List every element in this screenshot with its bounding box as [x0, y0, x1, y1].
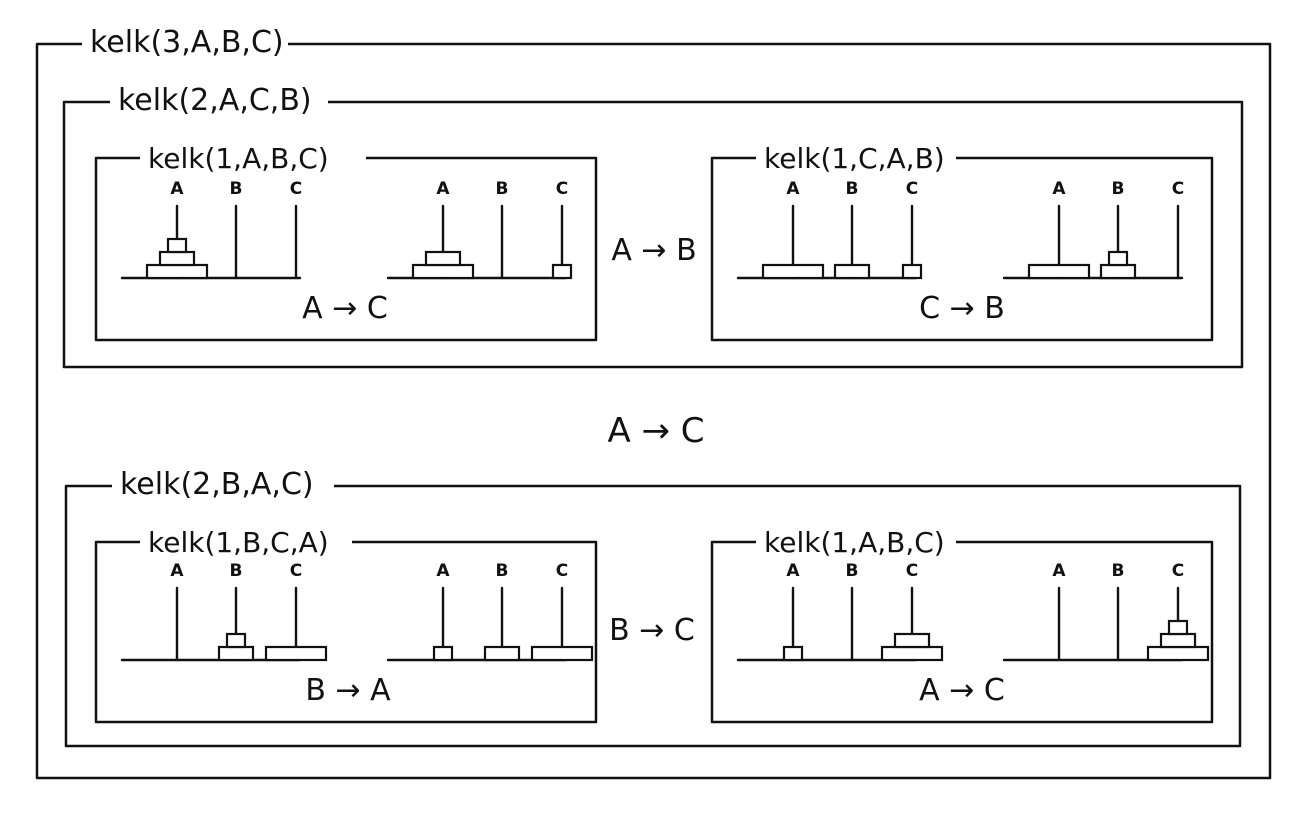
section-frame-top [62, 100, 1244, 369]
middle-move: A → C [607, 411, 704, 451]
disk-size-3 [530, 645, 594, 662]
disk-size-2 [483, 645, 521, 662]
peg-label-b: B [496, 561, 509, 581]
move-label-bottom-left: B → A [305, 673, 391, 708]
disk-size-3 [880, 645, 944, 662]
section-frame-bottom [64, 484, 1242, 748]
peg-label-a: A [170, 561, 184, 581]
disk-size-3 [411, 263, 475, 280]
title-bg-section-bottom [112, 466, 334, 504]
outer-title: kelk(3,A,B,C) [90, 25, 284, 60]
disk-size-2 [1099, 263, 1137, 280]
peg-label-b: B [230, 561, 243, 581]
move-label-top-right: C → B [919, 291, 1005, 326]
move-label-bottom-right: A → C [919, 673, 1005, 708]
title-bg-box-top-left [140, 140, 366, 176]
peg-label-c: C [1172, 179, 1184, 199]
box-frame-top-right [710, 156, 1214, 342]
peg-label-a: A [1052, 561, 1066, 581]
peg-label-c: C [906, 561, 918, 581]
disk-size-2 [893, 632, 931, 649]
peg-label-a: A [1052, 179, 1066, 199]
box-frame-bottom-right [710, 540, 1214, 724]
peg-label-b: B [230, 179, 243, 199]
disk-size-2 [424, 250, 462, 267]
disk-size-1 [551, 263, 573, 280]
peg-label-c: C [906, 179, 918, 199]
disk-size-3 [761, 263, 825, 280]
disk-size-1 [1167, 619, 1189, 636]
peg-label-a: A [436, 561, 450, 581]
box-title-bottom-left: kelk(1,B,C,A) [148, 526, 329, 559]
peg-label-c: C [1172, 561, 1184, 581]
peg-label-a: A [786, 179, 800, 199]
title-bg-box-top-right [756, 140, 956, 176]
disk-size-2 [217, 645, 255, 662]
disk-size-1 [1107, 250, 1129, 267]
box-title-top-right: kelk(1,C,A,B) [764, 142, 945, 175]
peg-label-b: B [1112, 561, 1125, 581]
disk-size-3 [1027, 263, 1091, 280]
disk-size-1 [225, 632, 247, 649]
disk-size-1 [432, 645, 454, 662]
peg-label-a: A [786, 561, 800, 581]
center-move-bottom: B → C [609, 613, 695, 648]
center-move-top: A → B [611, 233, 696, 268]
peg-label-a: A [170, 179, 184, 199]
outer-frame [35, 42, 1272, 780]
section-title-bottom: kelk(2,B,A,C) [120, 467, 314, 502]
peg-label-c: C [290, 561, 302, 581]
hanoi-states: A B C A B C A B C A B C A B C A B C A B C A B C [120, 179, 1210, 662]
peg-label-b: B [496, 179, 509, 199]
disk-size-1 [901, 263, 923, 280]
disk-size-1 [782, 645, 804, 662]
disk-size-3 [264, 645, 328, 662]
peg-label-b: B [846, 179, 859, 199]
title-bg-section-top [110, 82, 328, 120]
disk-size-3 [145, 263, 209, 280]
title-bg-outer [82, 24, 288, 62]
disk-size-2 [833, 263, 871, 280]
disk-size-2 [158, 250, 196, 267]
peg-label-b: B [1112, 179, 1125, 199]
disk-size-3 [1146, 645, 1210, 662]
disk-size-2 [1159, 632, 1197, 649]
peg-label-a: A [436, 179, 450, 199]
title-bg-box-bottom-left [140, 524, 352, 560]
peg-label-b: B [846, 561, 859, 581]
box-title-top-left: kelk(1,A,B,C) [148, 142, 329, 175]
disk-size-1 [166, 237, 188, 254]
peg-label-c: C [290, 179, 302, 199]
move-label-top-left: A → C [302, 291, 388, 326]
box-title-bottom-right: kelk(1,A,B,C) [764, 526, 945, 559]
peg-label-c: C [556, 561, 568, 581]
section-title-top: kelk(2,A,C,B) [118, 83, 312, 118]
peg-label-c: C [556, 179, 568, 199]
title-bg-box-bottom-right [756, 524, 956, 560]
